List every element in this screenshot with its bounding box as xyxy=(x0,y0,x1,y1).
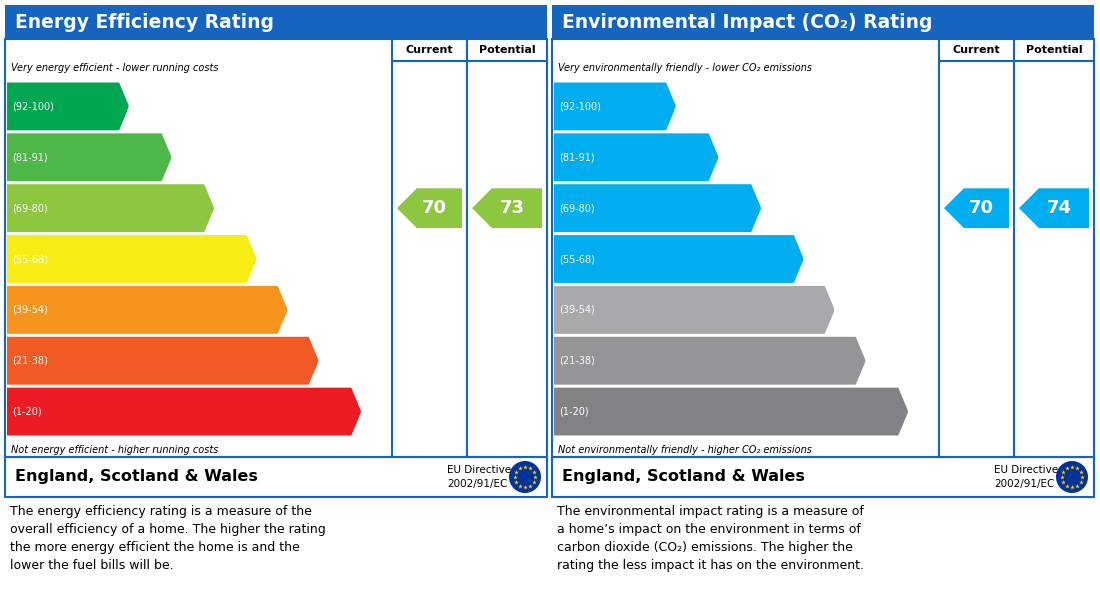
Bar xyxy=(552,457,1094,497)
Polygon shape xyxy=(1019,188,1089,228)
Text: A: A xyxy=(128,97,140,116)
Text: E: E xyxy=(833,301,844,319)
Text: Potential: Potential xyxy=(1025,45,1082,55)
Text: 2002/91/EC: 2002/91/EC xyxy=(994,479,1055,489)
Text: G: G xyxy=(360,403,373,420)
Bar xyxy=(552,457,1094,497)
Circle shape xyxy=(1056,461,1088,493)
Text: (55-68): (55-68) xyxy=(12,254,48,264)
Text: Potential: Potential xyxy=(478,45,536,55)
Polygon shape xyxy=(944,188,1009,228)
Bar xyxy=(552,39,1094,457)
Text: (81-91): (81-91) xyxy=(12,152,47,162)
Bar xyxy=(6,39,547,457)
Text: England, Scotland & Wales: England, Scotland & Wales xyxy=(562,469,805,485)
Text: D: D xyxy=(802,250,815,268)
Text: (1-20): (1-20) xyxy=(12,406,42,417)
Text: E: E xyxy=(286,301,297,319)
Text: Not environmentally friendly - higher CO₂ emissions: Not environmentally friendly - higher CO… xyxy=(558,445,812,455)
Text: (39-54): (39-54) xyxy=(12,305,47,315)
Text: 70: 70 xyxy=(422,199,447,217)
Bar xyxy=(6,39,547,457)
Text: G: G xyxy=(906,403,920,420)
Text: The energy efficiency rating is a measure of the
overall efficiency of a home. T: The energy efficiency rating is a measur… xyxy=(10,505,326,572)
Polygon shape xyxy=(7,387,361,436)
Text: EU Directive: EU Directive xyxy=(447,465,512,475)
Polygon shape xyxy=(472,188,542,228)
Bar xyxy=(552,39,1094,457)
Text: 2002/91/EC: 2002/91/EC xyxy=(447,479,507,489)
Text: England, Scotland & Wales: England, Scotland & Wales xyxy=(15,469,257,485)
Text: F: F xyxy=(864,352,876,370)
Text: Very energy efficient - lower running costs: Very energy efficient - lower running co… xyxy=(11,63,219,73)
Text: Energy Efficiency Rating: Energy Efficiency Rating xyxy=(15,12,274,31)
Bar xyxy=(6,457,547,497)
Text: (92-100): (92-100) xyxy=(559,102,601,111)
Text: (81-91): (81-91) xyxy=(559,152,595,162)
Polygon shape xyxy=(554,387,909,436)
Text: D: D xyxy=(255,250,268,268)
Polygon shape xyxy=(554,184,761,232)
Text: (69-80): (69-80) xyxy=(559,203,595,213)
Text: 73: 73 xyxy=(499,199,525,217)
Text: Not energy efficient - higher running costs: Not energy efficient - higher running co… xyxy=(11,445,219,455)
Circle shape xyxy=(509,461,541,493)
Polygon shape xyxy=(7,337,319,385)
Bar xyxy=(6,5,547,39)
Text: (39-54): (39-54) xyxy=(559,305,595,315)
Text: A: A xyxy=(674,97,688,116)
Polygon shape xyxy=(397,188,462,228)
Polygon shape xyxy=(7,133,172,181)
Text: 70: 70 xyxy=(969,199,994,217)
Polygon shape xyxy=(7,184,214,232)
Polygon shape xyxy=(554,83,676,130)
Polygon shape xyxy=(554,235,804,283)
Polygon shape xyxy=(7,83,129,130)
Text: B: B xyxy=(169,148,183,166)
Text: Very environmentally friendly - lower CO₂ emissions: Very environmentally friendly - lower CO… xyxy=(558,63,812,73)
Bar xyxy=(6,457,547,497)
Text: 74: 74 xyxy=(1046,199,1071,217)
Bar xyxy=(552,5,1094,39)
Text: (1-20): (1-20) xyxy=(559,406,588,417)
Text: (21-38): (21-38) xyxy=(559,356,595,366)
Text: EU Directive: EU Directive xyxy=(994,465,1058,475)
Polygon shape xyxy=(7,235,256,283)
Text: (69-80): (69-80) xyxy=(12,203,47,213)
Polygon shape xyxy=(554,286,835,334)
Text: (55-68): (55-68) xyxy=(559,254,595,264)
Text: Current: Current xyxy=(406,45,453,55)
Polygon shape xyxy=(7,286,288,334)
Text: C: C xyxy=(212,199,224,217)
Polygon shape xyxy=(554,337,866,385)
Text: F: F xyxy=(317,352,328,370)
Polygon shape xyxy=(554,133,718,181)
Text: (92-100): (92-100) xyxy=(12,102,54,111)
Text: (21-38): (21-38) xyxy=(12,356,47,366)
Text: Current: Current xyxy=(953,45,1000,55)
Text: C: C xyxy=(759,199,771,217)
Text: Environmental Impact (CO₂) Rating: Environmental Impact (CO₂) Rating xyxy=(562,12,933,31)
Text: The environmental impact rating is a measure of
a home’s impact on the environme: The environmental impact rating is a mea… xyxy=(557,505,864,572)
Text: B: B xyxy=(717,148,729,166)
